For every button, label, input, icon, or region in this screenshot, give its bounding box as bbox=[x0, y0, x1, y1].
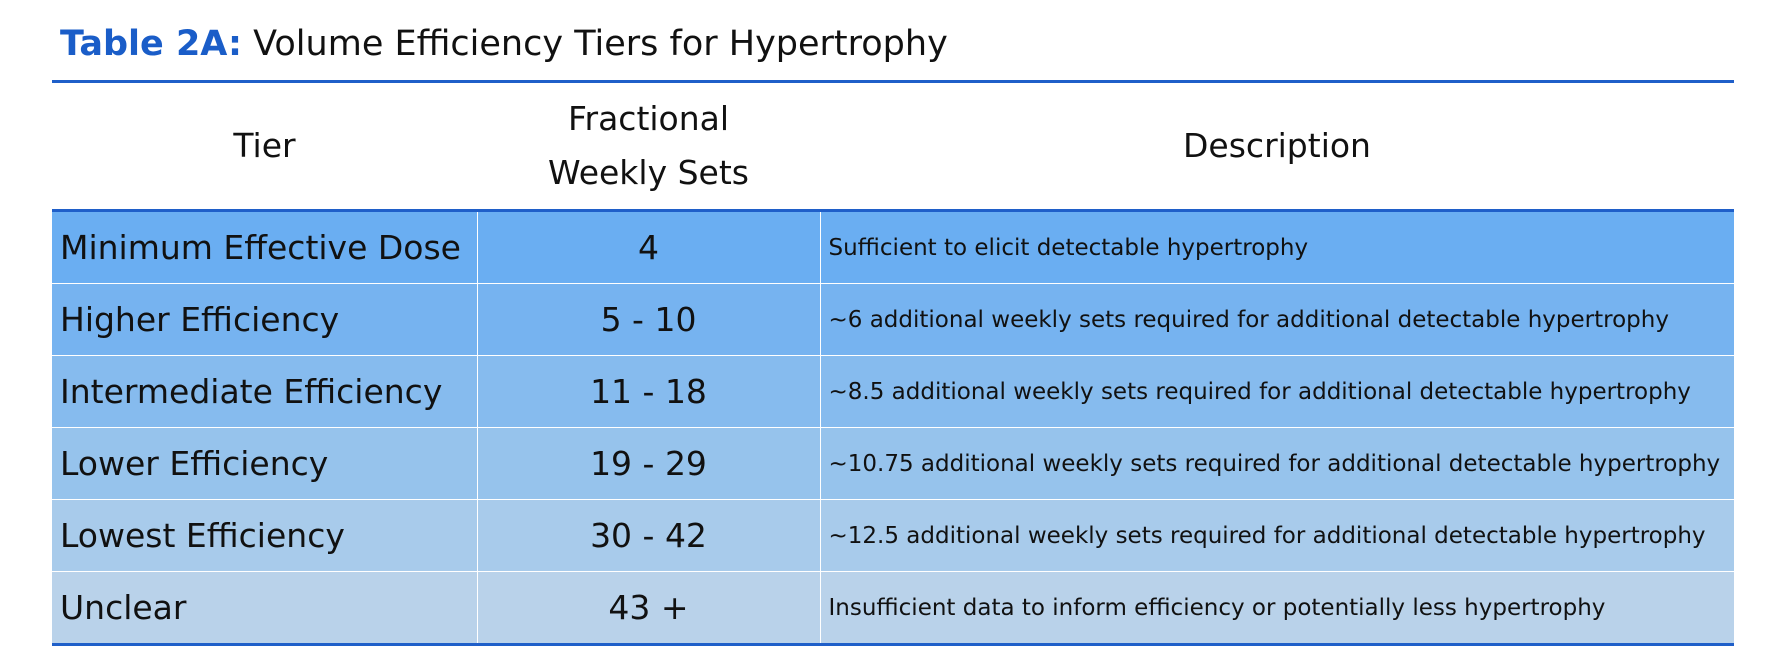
volume-tiers-table: Tier Fractional Weekly Sets Description … bbox=[52, 80, 1734, 646]
sets-cell: 19 - 29 bbox=[477, 427, 821, 500]
tier-cell: Lower Efficiency bbox=[52, 427, 478, 500]
sets-cell: 4 bbox=[477, 210, 821, 284]
tier-cell: Lowest Efficiency bbox=[52, 499, 478, 572]
table-header: Tier Fractional Weekly Sets Description bbox=[52, 81, 1734, 212]
table-row: Higher Efficiency 5 - 10 ~6 additional w… bbox=[52, 283, 1734, 356]
description-cell: Sufficient to elicit detectable hypertro… bbox=[820, 210, 1734, 284]
table-body: Minimum Effective Dose 4 Sufficient to e… bbox=[52, 210, 1734, 645]
table-row: Lower Efficiency 19 - 29 ~10.75 addition… bbox=[52, 427, 1734, 500]
tier-cell: Intermediate Efficiency bbox=[52, 355, 478, 428]
column-header-description: Description bbox=[820, 81, 1734, 212]
tier-cell: Minimum Effective Dose bbox=[52, 210, 478, 284]
description-cell: ~8.5 additional weekly sets required for… bbox=[820, 355, 1734, 428]
description-cell: ~6 additional weekly sets required for a… bbox=[820, 283, 1734, 356]
tier-cell: Higher Efficiency bbox=[52, 283, 478, 356]
description-cell: Insufficient data to inform efficiency o… bbox=[820, 571, 1734, 645]
sets-cell: 30 - 42 bbox=[477, 499, 821, 572]
table-title-text: Volume Efficiency Tiers for Hypertrophy bbox=[242, 24, 948, 64]
table-row: Minimum Effective Dose 4 Sufficient to e… bbox=[52, 210, 1734, 284]
table-row: Intermediate Efficiency 11 - 18 ~8.5 add… bbox=[52, 355, 1734, 428]
column-header-tier: Tier bbox=[52, 81, 477, 212]
description-cell: ~12.5 additional weekly sets required fo… bbox=[820, 499, 1734, 572]
sets-cell: 11 - 18 bbox=[477, 355, 821, 428]
table-row: Unclear 43 + Insufficient data to inform… bbox=[52, 571, 1734, 645]
column-header-sets: Fractional Weekly Sets bbox=[477, 81, 820, 212]
table-row: Lowest Efficiency 30 - 42 ~12.5 addition… bbox=[52, 499, 1734, 572]
sets-cell: 43 + bbox=[477, 571, 821, 645]
table-title: Table 2A: Volume Efficiency Tiers for Hy… bbox=[60, 20, 948, 68]
header-row: Tier Fractional Weekly Sets Description bbox=[52, 81, 1734, 212]
tier-cell: Unclear bbox=[52, 571, 478, 645]
description-cell: ~10.75 additional weekly sets required f… bbox=[820, 427, 1734, 500]
table-title-prefix: Table 2A: bbox=[60, 24, 243, 64]
sets-cell: 5 - 10 bbox=[477, 283, 821, 356]
